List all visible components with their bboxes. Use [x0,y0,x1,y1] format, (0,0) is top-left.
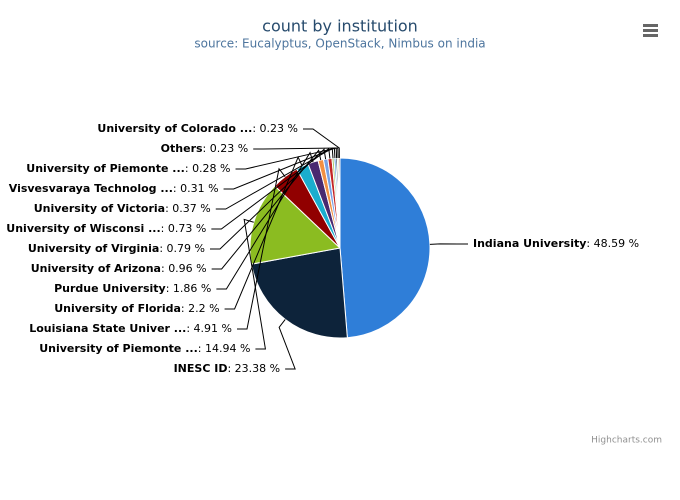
label-value: 48.59 % [594,237,639,250]
data-label: Louisiana State Univer ...: 4.91 % [29,322,232,335]
label-name: Purdue University [54,282,166,295]
chart-title: count by institution [262,17,418,36]
label-value: 2.2 % [188,302,219,315]
label-name: University of Wisconsi ... [6,222,160,235]
label-separator: : [203,142,210,155]
label-value: 0.96 % [168,262,206,275]
menu-button[interactable] [638,18,662,42]
label-value: 0.31 % [180,182,218,195]
label-connector [237,167,286,330]
label-value: 0.28 % [192,162,230,175]
label-value: 0.23 % [260,122,298,135]
label-name: University of Florida [54,302,181,315]
label-value: 0.73 % [168,222,206,235]
data-label: University of Piemonte ...: 0.28 % [26,162,230,175]
chart-subtitle: source: Eucalyptus, OpenStack, Nimbus on… [194,37,485,51]
label-separator: : [161,222,168,235]
label-connector [223,147,336,190]
label-name: Indiana University [473,237,586,250]
label-name: University of Piemonte ... [39,342,198,355]
label-separator: : [161,262,168,275]
label-name: Others [161,142,203,155]
credits[interactable]: Highcharts.com [591,436,662,446]
data-label: University of Colorado ...: 0.23 % [97,122,298,135]
label-separator: : [198,342,205,355]
label-separator: : [166,282,173,295]
label-name: INESC ID [174,362,228,375]
label-separator: : [159,242,166,255]
label-connector [253,147,339,159]
label-separator: : [181,302,188,315]
label-value: 0.37 % [172,202,210,215]
data-label: Purdue University: 1.86 % [54,282,211,295]
label-connector [211,147,331,230]
label-separator: : [185,162,192,175]
label-connector [215,147,334,210]
data-label: University of Wisconsi ...: 0.73 % [6,222,206,235]
label-value: 0.23 % [210,142,248,155]
data-label: INESC ID: 23.38 % [174,362,281,375]
data-label: University of Victoria: 0.37 % [34,202,211,215]
label-connector [235,147,338,170]
label-separator: : [586,237,593,250]
data-label: University of Arizona: 0.96 % [31,262,207,275]
label-name: University of Colorado ... [97,122,252,135]
label-separator: : [165,202,172,215]
label-value: 14.94 % [205,342,250,355]
label-connector [278,319,296,370]
label-name: Visvesvaraya Technolog ... [9,182,173,195]
label-value: 4.91 % [194,322,232,335]
label-name: University of Victoria [34,202,165,215]
label-separator: : [173,182,180,195]
label-value: 0.79 % [167,242,205,255]
label-name: University of Piemonte ... [26,162,185,175]
label-separator: : [227,362,234,375]
data-label: Indiana University: 48.59 % [473,237,639,250]
label-value: 23.38 % [235,362,280,375]
pie-slice [250,247,348,339]
pie-slice [339,157,431,339]
label-name: Louisiana State Univer ... [29,322,186,335]
label-separator: : [252,122,259,135]
label-separator: : [186,322,193,335]
data-label: University of Virginia: 0.79 % [28,242,205,255]
data-label: Others: 0.23 % [161,142,249,155]
label-name: University of Virginia [28,242,160,255]
data-label: Visvesvaraya Technolog ...: 0.31 % [9,182,219,195]
label-value: 1.86 % [173,282,211,295]
label-connector [210,148,327,250]
label-connector [303,128,340,159]
data-label: University of Piemonte ...: 14.94 % [39,342,250,355]
data-label: University of Florida: 2.2 % [54,302,219,315]
label-name: University of Arizona [31,262,161,275]
